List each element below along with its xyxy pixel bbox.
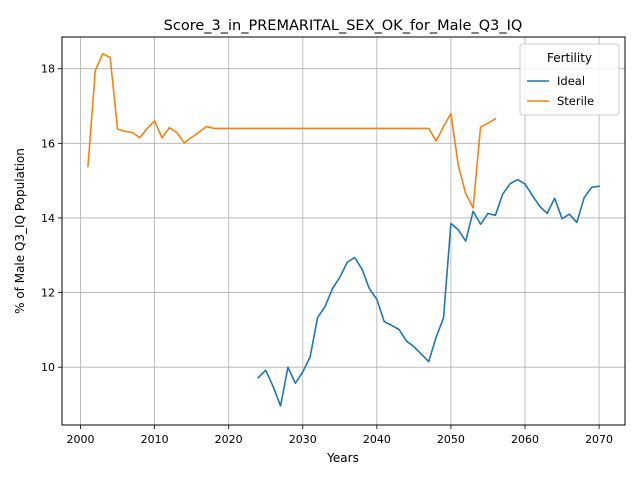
legend: Fertility Ideal Sterile [519, 43, 620, 116]
x-tick-label: 2030 [289, 433, 317, 446]
legend-label-sterile: Sterile [557, 94, 594, 108]
y-tick-label: 14 [41, 212, 55, 225]
plot-frame [61, 36, 626, 426]
x-axis-label: Years [326, 451, 359, 465]
y-tick-label: 16 [41, 137, 55, 150]
legend-title: Fertility [547, 51, 592, 65]
x-tick-label: 2050 [437, 433, 465, 446]
y-tick-label: 12 [41, 287, 55, 300]
x-tick-label: 2000 [67, 433, 95, 446]
series-line-sterile [87, 52, 497, 209]
x-axis-ticks: 2000 2010 2020 2030 2040 2050 2060 2070 [67, 425, 613, 446]
series-lines [87, 52, 600, 407]
x-tick-label: 2040 [363, 433, 391, 446]
legend-box [519, 43, 620, 116]
y-tick-label: 10 [41, 361, 55, 374]
y-axis-ticks: 10 12 14 16 18 [41, 63, 62, 374]
x-tick-label: 2020 [215, 433, 243, 446]
x-tick-label: 2070 [585, 433, 613, 446]
series-line-ideal [257, 178, 600, 407]
y-tick-label: 18 [41, 63, 55, 76]
chart-title: Score_3_in_PREMARITAL_SEX_OK_for_Male_Q3… [164, 18, 523, 34]
legend-label-ideal: Ideal [557, 74, 585, 88]
x-tick-label: 2060 [511, 433, 539, 446]
y-axis-label: % of Male Q3_IQ Population [13, 148, 27, 314]
x-tick-label: 2010 [141, 433, 169, 446]
